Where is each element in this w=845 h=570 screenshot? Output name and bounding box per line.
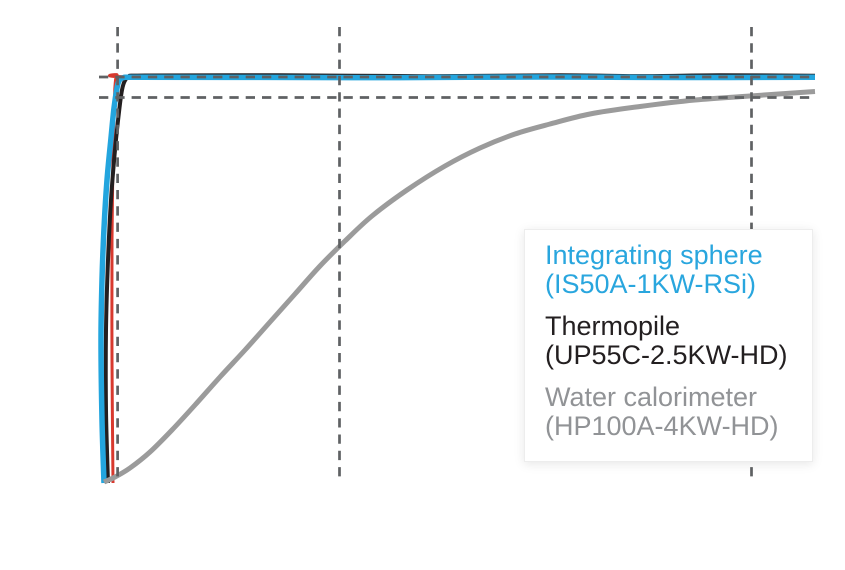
legend-entry-thermopile: Thermopile (UP55C-2.5KW-HD) bbox=[545, 312, 798, 370]
legend-label-line: Water calorimeter bbox=[545, 382, 758, 412]
legend-label-line: (IS50A-1KW-RSi) bbox=[545, 269, 757, 299]
legend-label-line: (UP55C-2.5KW-HD) bbox=[545, 340, 788, 370]
reference-level-lines bbox=[99, 75, 815, 99]
legend-box: Integrating sphere (IS50A-1KW-RSi) Therm… bbox=[524, 229, 813, 462]
legend-entry-water-calorimeter: Water calorimeter (HP100A-4KW-HD) bbox=[545, 383, 798, 441]
water-calorimeter-curve bbox=[102, 89, 816, 485]
legend-label-line: Thermopile bbox=[545, 311, 681, 341]
legend-entry-integrating-sphere: Integrating sphere (IS50A-1KW-RSi) bbox=[545, 241, 798, 299]
legend-label-line: Integrating sphere bbox=[545, 240, 763, 270]
legend-label-line: (HP100A-4KW-HD) bbox=[545, 411, 779, 441]
